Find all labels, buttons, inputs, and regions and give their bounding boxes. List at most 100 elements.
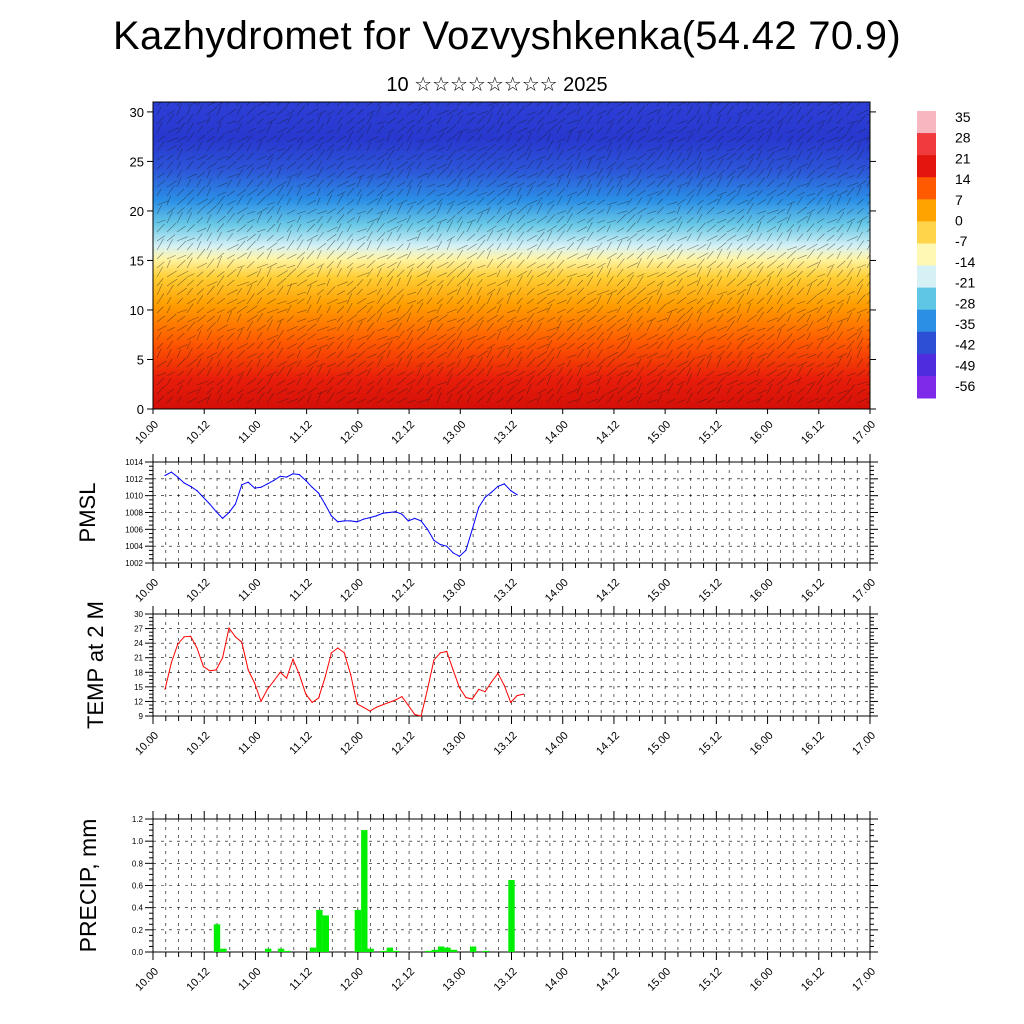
xtick-label: 13.00	[440, 730, 468, 758]
xtick-label: 10.00	[133, 577, 161, 605]
precip-bar	[213, 924, 221, 952]
xtick-label: 12.00	[338, 966, 366, 994]
xtick-label: 12.12	[389, 730, 417, 758]
temp-point	[484, 691, 486, 693]
precip-bar	[482, 950, 490, 952]
colorbar-swatch	[917, 221, 936, 244]
pmsl-point	[439, 543, 441, 546]
ytick-label: 9	[139, 712, 144, 721]
pmsl-point	[433, 539, 435, 541]
colorbar-swatch	[917, 155, 936, 178]
precip-ylabel: PRECIP, mm	[75, 819, 101, 953]
temp-point	[286, 677, 288, 679]
temp-point	[260, 700, 262, 703]
pmsl-point	[254, 487, 256, 489]
pmsl-point	[337, 521, 339, 523]
temp-point	[273, 680, 275, 682]
heatmap-xtick-label: 12.12	[389, 419, 417, 447]
temp-point	[266, 688, 268, 690]
temp-point	[433, 659, 435, 661]
precip-bar	[354, 909, 362, 952]
pmsl-point	[247, 481, 249, 483]
ytick-label: 1002	[125, 559, 143, 568]
temp-point	[446, 650, 448, 653]
pmsl-point	[273, 479, 275, 482]
temp-point	[426, 688, 429, 690]
ytick-label: 15	[134, 683, 143, 692]
heatmap-ytick-label: 25	[130, 154, 144, 169]
temp-point	[183, 636, 185, 638]
xtick-label: 14.00	[543, 966, 571, 994]
xtick-label: 13.00	[440, 966, 468, 994]
ytick-label: 1.0	[132, 837, 144, 846]
xtick-label: 10.12	[184, 730, 212, 758]
pmsl-point	[286, 476, 288, 478]
colorbar-label: -42	[955, 337, 975, 353]
temp-point	[439, 652, 441, 654]
temp-point	[465, 696, 467, 699]
pmsl-point	[305, 479, 307, 482]
xtick-label: 15.00	[645, 966, 673, 994]
colorbar-swatch	[917, 331, 936, 355]
ytick-label: 24	[134, 639, 143, 648]
temp-point	[343, 652, 345, 654]
temp-point	[330, 652, 332, 654]
temp-point	[279, 671, 281, 673]
heatmap-ytick-label: 0	[137, 402, 144, 417]
heatmap-xtick-label: 14.12	[594, 419, 622, 447]
temp-point	[177, 643, 179, 645]
xtick-label: 16.12	[799, 730, 827, 758]
xtick-label: 12.00	[338, 577, 366, 605]
xtick-label: 16.12	[799, 577, 827, 605]
temp-point	[170, 662, 172, 664]
xtick-label: 14.00	[543, 577, 571, 605]
xtick-label: 15.12	[697, 730, 725, 758]
temp-point	[196, 647, 198, 649]
precip-bar	[469, 946, 477, 952]
precip-grid	[152, 818, 870, 953]
xtick-label: 10.12	[184, 577, 212, 605]
ytick-label: 18	[134, 668, 143, 677]
heatmap-xtick-label: 13.00	[440, 419, 468, 447]
pmsl-point	[330, 515, 332, 517]
pmsl-point	[234, 503, 236, 505]
ytick-label: 0.8	[132, 859, 144, 868]
temp-point	[305, 693, 307, 695]
xtick-label: 10.00	[133, 966, 161, 994]
pmsl-point	[426, 528, 429, 530]
pmsl-point	[190, 485, 192, 487]
ytick-label: 12	[134, 697, 143, 706]
precip-bar	[386, 947, 394, 952]
precip-bar	[265, 948, 272, 952]
temp-point	[388, 701, 390, 704]
temperature-field	[153, 102, 870, 409]
temp-point	[382, 704, 384, 706]
ytick-label: 1006	[125, 525, 143, 534]
colorbar-label: 7	[955, 192, 963, 208]
colorbar-label: 28	[955, 130, 971, 146]
colorbar-label: -28	[955, 295, 975, 311]
colorbar-swatch	[917, 133, 936, 156]
xtick-label: 17.00	[850, 577, 878, 605]
ytick-label: 1.2	[132, 815, 144, 824]
precip-bar	[367, 948, 374, 952]
heatmap-xtick-label: 10.00	[133, 419, 161, 447]
temp-point	[401, 696, 403, 698]
temp-point	[190, 635, 192, 637]
colorbar-swatch	[917, 287, 936, 311]
heatmap-xtick-label: 11.12	[287, 419, 314, 446]
temp-point	[324, 677, 326, 679]
heatmap-xtick-label: 15.12	[697, 419, 725, 447]
precip-bar	[277, 948, 285, 952]
xtick-label: 12.12	[389, 966, 417, 994]
temp-point	[215, 669, 217, 671]
xtick-label: 17.00	[850, 730, 878, 758]
heatmap-xtick-label: 17.00	[850, 419, 878, 447]
temp-point	[375, 706, 377, 708]
colorbar-label: -21	[955, 275, 975, 291]
pmsl-point	[279, 475, 281, 477]
temp-point	[292, 658, 294, 660]
heatmap-xtick-label: 10.12	[184, 419, 212, 447]
pmsl-point	[401, 513, 403, 515]
temp-point	[510, 701, 512, 704]
